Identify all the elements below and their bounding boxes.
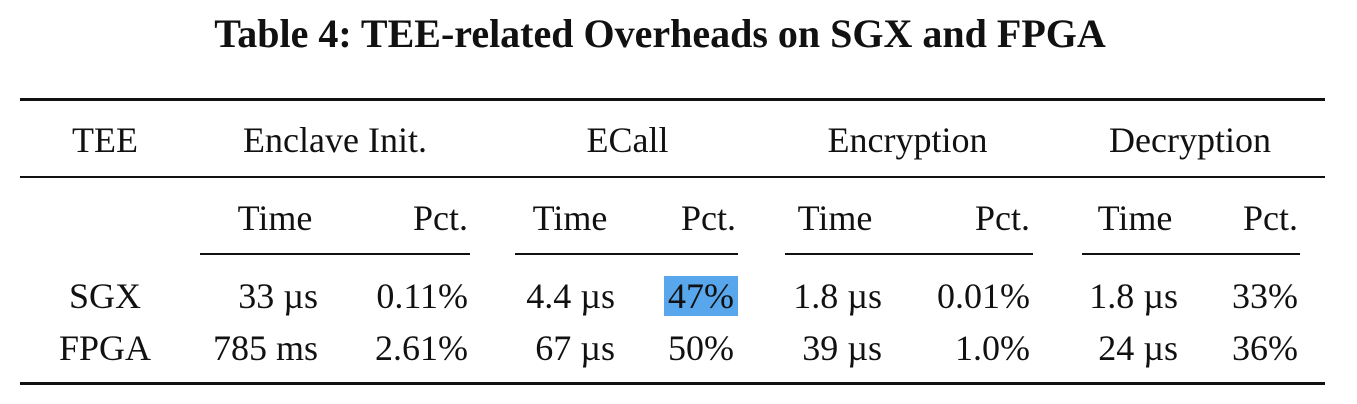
table-cell: 39 µs bbox=[802, 328, 882, 368]
header-encryption: Encryption bbox=[827, 120, 988, 160]
ecall-underline bbox=[515, 253, 738, 255]
subheader-enclave-time: Time bbox=[237, 198, 313, 238]
table-cell: 33 µs bbox=[238, 276, 318, 316]
table-cell: 50% bbox=[668, 328, 734, 368]
header-tee: TEE bbox=[72, 120, 138, 160]
subheader-encryption-time: Time bbox=[797, 198, 873, 238]
header-enclave-init: Enclave Init. bbox=[243, 120, 427, 160]
table-cell: 1.8 µs bbox=[793, 276, 882, 316]
table-cell: 0.01% bbox=[937, 276, 1030, 316]
top-rule bbox=[20, 98, 1325, 101]
table-cell-highlighted: 47% bbox=[640, 276, 738, 316]
row-label-fpga: FPGA bbox=[58, 328, 152, 368]
table-cell: 4.4 µs bbox=[526, 276, 615, 316]
highlight-marker: 47% bbox=[664, 276, 738, 316]
enclave-init-underline bbox=[200, 253, 470, 255]
subheader-enclave-pct: Pct. bbox=[412, 198, 468, 238]
row-label-sgx: SGX bbox=[68, 276, 142, 316]
table-cell: 24 µs bbox=[1098, 328, 1178, 368]
header-decryption: Decryption bbox=[1109, 120, 1271, 160]
table-title: Table 4: TEE-related Overheads on SGX an… bbox=[214, 11, 1106, 56]
encryption-underline bbox=[785, 253, 1033, 255]
table-cell: 2.61% bbox=[375, 328, 468, 368]
table-cell: 785 ms bbox=[212, 328, 318, 368]
table-cell: 1.8 µs bbox=[1089, 276, 1178, 316]
subheader-ecall-pct: Pct. bbox=[680, 198, 736, 238]
subheader-decryption-time: Time bbox=[1097, 198, 1173, 238]
bottom-rule bbox=[20, 382, 1325, 385]
mid-rule bbox=[20, 176, 1325, 178]
subheader-decryption-pct: Pct. bbox=[1242, 198, 1298, 238]
table-cell: 1.0% bbox=[955, 328, 1030, 368]
subheader-encryption-pct: Pct. bbox=[974, 198, 1030, 238]
table-cell: 67 µs bbox=[535, 328, 615, 368]
decryption-underline bbox=[1082, 253, 1300, 255]
subheader-ecall-time: Time bbox=[532, 198, 608, 238]
header-ecall: ECall bbox=[586, 120, 669, 160]
table-cell: 0.11% bbox=[376, 276, 468, 316]
table-cell: 36% bbox=[1232, 328, 1298, 368]
table-cell: 33% bbox=[1232, 276, 1298, 316]
